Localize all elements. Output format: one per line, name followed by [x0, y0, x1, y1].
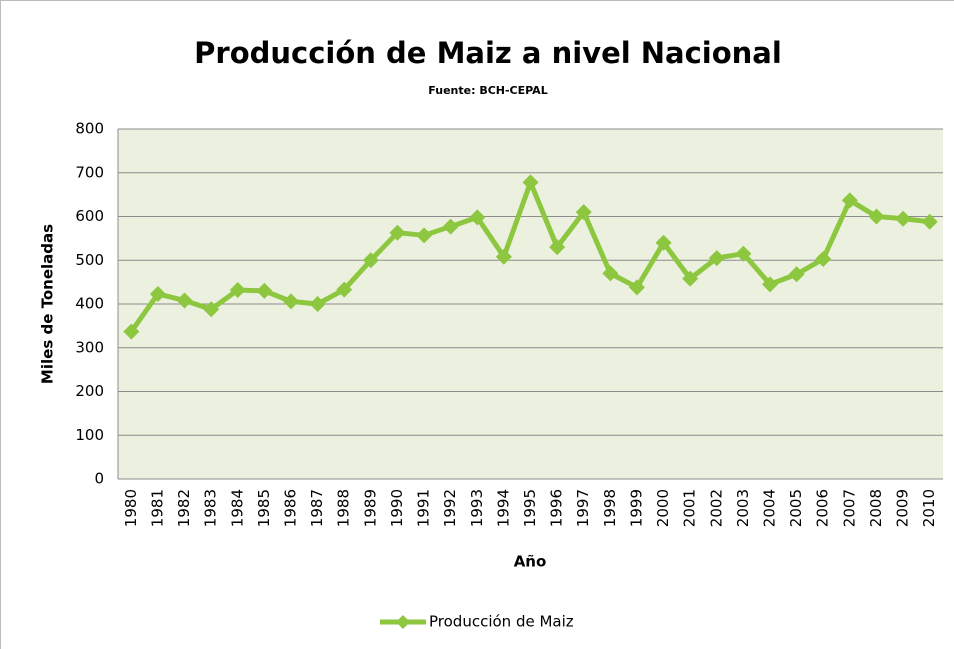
data-point	[708, 250, 725, 267]
data-point	[788, 266, 805, 283]
data-point	[149, 285, 166, 302]
x-tick-label: 1988	[335, 489, 353, 527]
x-tick-label: 1987	[308, 489, 326, 527]
x-tick-label: 1998	[601, 489, 619, 527]
y-tick-label: 800	[75, 120, 104, 138]
x-tick-label: 2001	[681, 489, 699, 527]
data-point	[841, 192, 858, 209]
data-point	[921, 213, 938, 230]
x-tick-label: 1985	[255, 489, 273, 527]
data-point	[123, 323, 140, 340]
x-tick-label: 2002	[707, 489, 725, 527]
data-point	[389, 224, 406, 241]
data-point	[362, 252, 379, 269]
x-tick-label: 1995	[521, 489, 539, 527]
data-point	[575, 204, 592, 221]
data-point	[549, 239, 566, 256]
data-point	[229, 282, 246, 298]
legend-label: Producción de Maiz	[429, 613, 574, 631]
y-axis-label: Miles de Toneladas	[39, 224, 57, 384]
x-tick-label: 1982	[175, 489, 193, 527]
x-tick-label: 2010	[920, 489, 938, 527]
y-tick-label: 600	[75, 207, 104, 225]
y-tick-label: 200	[75, 382, 104, 400]
x-tick-label: 1996	[548, 489, 566, 527]
x-tick-label: 1983	[202, 489, 220, 527]
x-tick-label: 2003	[734, 489, 752, 527]
data-point	[815, 250, 832, 267]
data-point	[256, 282, 273, 299]
x-tick-label: 1981	[148, 489, 166, 527]
x-tick-label: 1994	[494, 489, 512, 527]
data-point	[176, 292, 193, 309]
x-tick-label: 1992	[441, 489, 459, 527]
x-tick-label: 2009	[894, 489, 912, 527]
x-tick-label: 2007	[840, 489, 858, 527]
x-tick-label: 1990	[388, 489, 406, 527]
data-point	[762, 276, 779, 293]
y-tick-label: 500	[75, 251, 104, 269]
data-point	[336, 281, 353, 298]
data-point	[602, 265, 619, 282]
x-tick-label: 2004	[761, 489, 779, 527]
y-tick-label: 300	[75, 338, 104, 356]
y-tick-label: 700	[75, 163, 104, 181]
data-point	[868, 208, 885, 225]
x-tick-label: 1993	[468, 489, 486, 527]
data-point	[522, 174, 539, 191]
x-tick-label: 1989	[361, 489, 379, 527]
x-tick-label: 2006	[814, 489, 832, 527]
x-tick-label: 2008	[867, 489, 885, 527]
x-tick-label: 1986	[281, 489, 299, 527]
data-point	[895, 210, 912, 227]
chart-title: Producción de Maiz a nivel Nacional	[194, 36, 782, 70]
data-point	[282, 293, 299, 310]
data-point	[495, 248, 512, 265]
data-point	[682, 270, 699, 287]
data-point	[469, 209, 486, 226]
x-tick-label: 1980	[122, 489, 140, 527]
x-tick-label: 1997	[574, 489, 592, 527]
data-point	[203, 301, 220, 318]
x-tick-label: 2000	[654, 489, 672, 527]
x-tick-label: 2005	[787, 489, 805, 527]
y-tick-label: 0	[94, 470, 104, 488]
data-point	[628, 279, 645, 296]
x-tick-label: 1984	[228, 489, 246, 527]
data-point	[735, 245, 752, 262]
x-tick-label: 1991	[415, 489, 433, 527]
chart-subtitle: Fuente: BCH-CEPAL	[428, 84, 547, 97]
data-point	[442, 218, 459, 235]
legend-marker	[396, 615, 410, 629]
data-point	[309, 296, 326, 312]
x-axis-label: Año	[514, 553, 547, 571]
y-tick-label: 100	[75, 426, 104, 444]
data-point	[655, 234, 672, 251]
data-point	[416, 227, 433, 244]
x-tick-label: 1999	[627, 489, 645, 527]
y-tick-label: 400	[75, 295, 104, 313]
